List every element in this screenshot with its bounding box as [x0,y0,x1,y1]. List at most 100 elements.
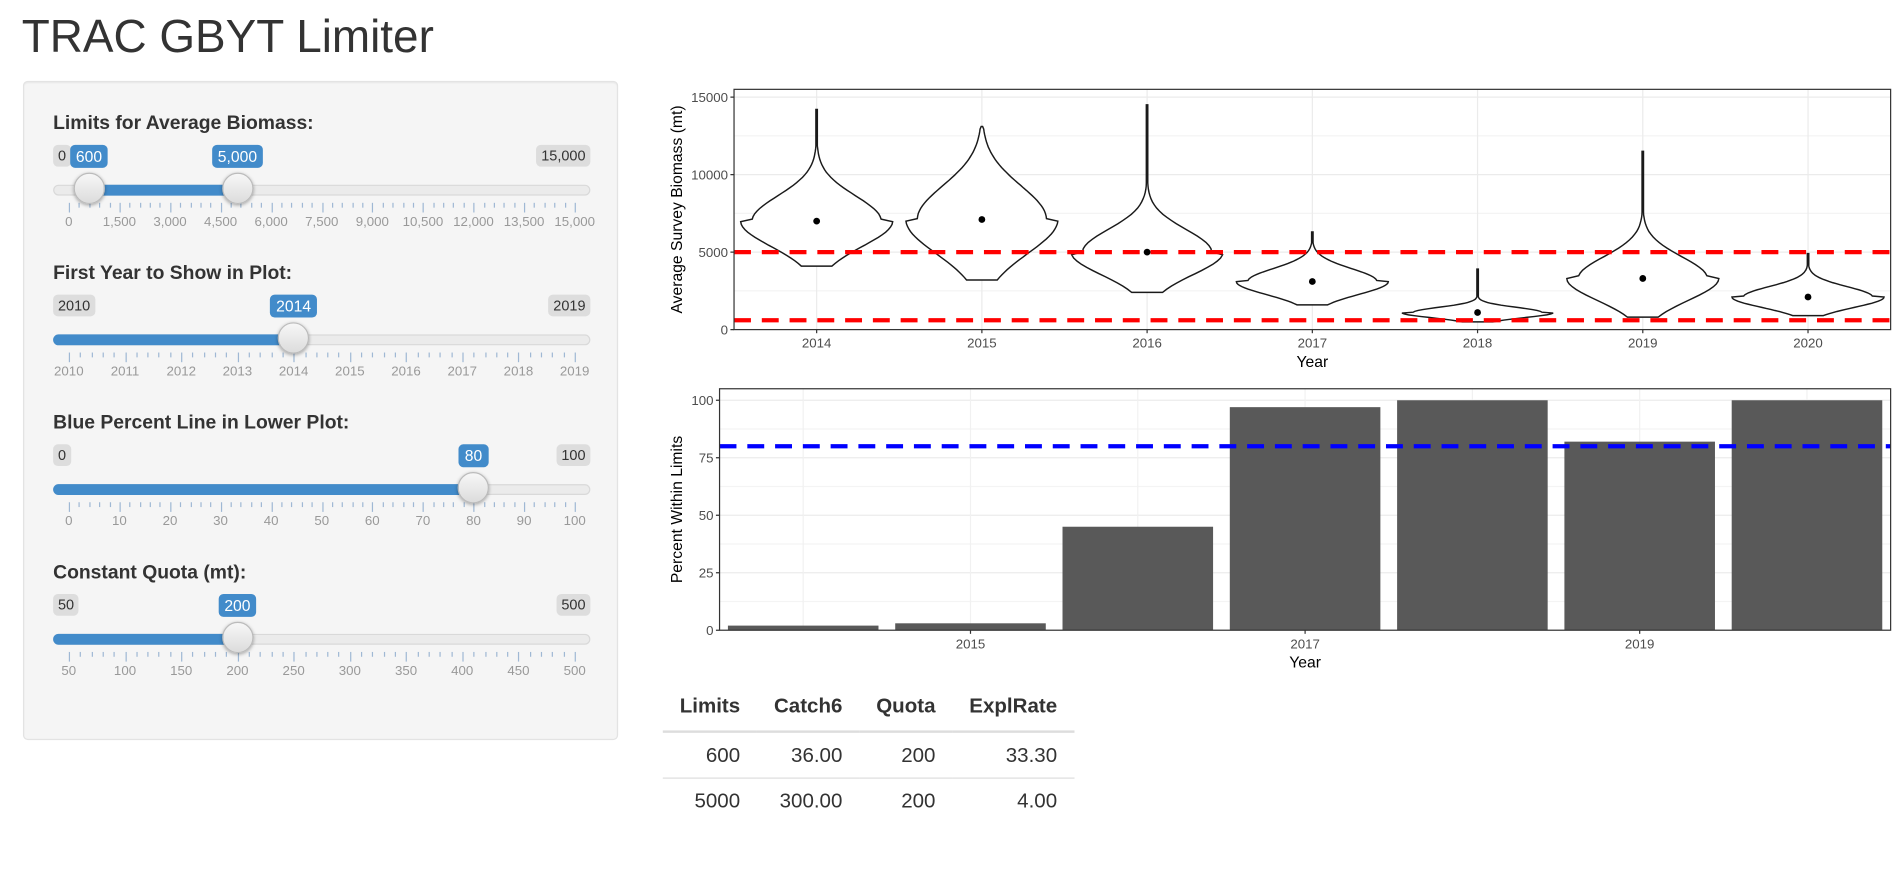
slider-minor-tick [383,651,385,657]
slider-minor-tick [402,502,404,508]
slider-minor-tick [463,502,465,508]
slider-minor-tick [495,352,498,358]
slider-minor-tick [394,651,397,657]
slider-tick-label: 9,000 [355,214,389,230]
slider-minor-tick [301,502,303,508]
slider-minor-tick [316,651,318,657]
slider-minor-tick [394,352,397,358]
slider-minor-tick [392,202,394,208]
table-row: 5000 300.00 200 4.00 [663,778,1074,823]
slider-minor-tick [372,651,374,657]
slider-minor-tick [109,202,111,208]
biomass-limits-slider[interactable]: 0 15,000 0 1,500 3,000 4,500 6,000 7,500 9,000 10… [53,144,595,234]
y-tick-label: 50 [699,508,714,523]
slider-minor-tick [248,352,250,358]
slider-minor-tick [382,502,384,508]
violin-2018 [1401,268,1554,323]
slider-track[interactable] [53,184,591,196]
slider-minor-tick [352,202,354,208]
slider-value-label: 80 [458,444,489,468]
col-quota: Quota [859,684,953,733]
cell-explrate: 33.30 [952,731,1075,779]
slider-minor-tick [281,202,283,208]
bar-2014 [727,625,879,631]
slider-tick [462,352,464,363]
slider-minor-tick [564,202,566,208]
slider-minor-tick [91,651,93,657]
slider-minor-tick [451,352,453,358]
slider-minor-tick [210,202,212,208]
slider-minor-tick [463,202,465,208]
median-point-2014 [813,217,821,225]
slider-tick-label: 13,500 [503,214,545,230]
slider-minor-tick [301,202,303,208]
slider-tick-label: 80 [466,514,481,529]
slider-max-label: 500 [556,593,591,616]
blue-percent-slider[interactable]: 0 100 0 10 20 30 40 50 60 70 80 90 100 80 [53,444,591,533]
slider-minor-tick [99,502,101,508]
slider-value-label: 2014 [270,294,318,318]
y-tick-label: 75 [699,451,714,466]
slider-handle[interactable] [457,472,490,504]
slider-minor-tick [433,202,435,208]
slider-fill [53,334,294,346]
slider-minor-tick [361,651,363,657]
slider-minor-tick [113,352,115,358]
slider-handle[interactable] [277,322,310,354]
slider-minor-tick [147,352,149,358]
slider-tick-label: 15,000 [554,214,595,230]
slider-minor-tick [200,202,202,208]
slider-tick-label: 300 [338,664,361,679]
slider-minor-tick [304,352,307,358]
slider-minor-tick [443,202,445,208]
slider-tick-label: 2013 [222,364,253,380]
slider-minor-tick [331,502,334,508]
first-year-slider[interactable]: 2010 2019 2010 2011 2012 2013 2014 2015 2016 2017… [53,294,591,384]
slider-minor-tick [169,352,172,358]
slider-minor-tick [159,202,162,208]
y-tick-label: 0 [706,623,713,638]
slider-minor-tick [169,651,172,657]
slider-minor-tick [99,202,101,208]
slider-minor-tick [563,651,565,657]
slider-minor-tick [190,202,192,208]
slider-handle[interactable] [221,621,254,654]
violin-2019 [1565,150,1720,318]
slider-minor-tick [392,502,394,508]
x-tick-label: 2019 [1625,636,1655,651]
slider-tick-label: 7,500 [305,214,339,230]
slider-tick-label: 0 [65,514,73,529]
percent-bar-chart: 0 25 50 75 100 2015 2017 2019 Year Percent Within… [662,382,1893,678]
slider-tick [68,651,71,662]
constant-quota-slider[interactable]: 50 500 50 100 150 200 250 300 350 400 450 500 200 [53,593,591,683]
slider-minor-tick [484,352,486,358]
y-tick-label: 0 [721,322,728,337]
slider-minor-tick [534,202,536,208]
slider-minor-tick [149,502,151,508]
slider-minor-tick [230,502,232,508]
median-point-2015 [978,216,986,223]
slider-tick [271,502,273,512]
slider-tick [422,202,425,213]
bar-2018 [1397,400,1548,631]
violin-2014 [739,108,894,267]
slider-tick-label: 50 [314,514,330,529]
slider-tick-label: 1,500 [102,214,137,230]
slider-tick [181,352,183,363]
slider-minor-tick [372,352,374,358]
slider-tick [574,352,576,363]
slider-tick-label: 30 [213,514,228,529]
y-tick-label: 10000 [691,167,728,182]
slider-minor-tick [554,202,556,208]
bar-2016 [1062,526,1214,631]
table-row: 600 36.00 200 33.30 [662,731,1075,779]
first-year-slider-control: First Year to Show in Plot: 2010 2019 2010 2… [53,263,591,384]
slider-fill [89,184,238,196]
slider-minor-tick [412,502,414,508]
slider-minor-tick [113,651,115,657]
slider-handle[interactable] [73,172,105,205]
slider-minor-tick [158,352,160,358]
slider-tick [372,502,374,512]
slider-handle[interactable] [221,172,254,205]
slider-minor-tick [80,352,82,358]
